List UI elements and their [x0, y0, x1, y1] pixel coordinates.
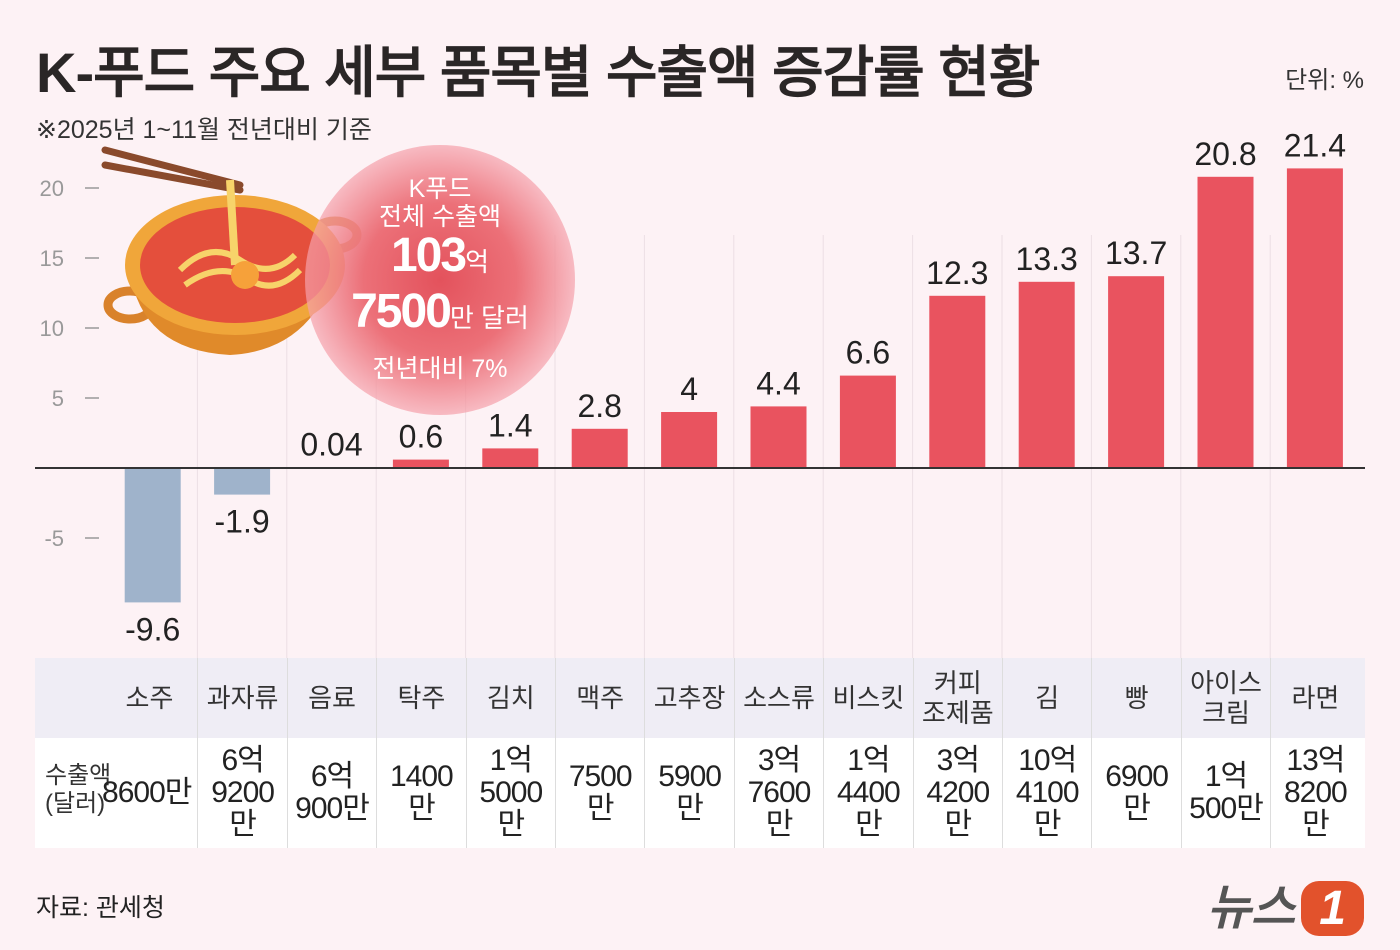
category-header: 김 — [1002, 658, 1091, 738]
export-value-cell: 3억 7600만 — [733, 738, 823, 848]
source-note: 자료: 관세청 — [36, 894, 165, 922]
category-header: 커피 조제품 — [912, 658, 1002, 738]
chart-subtitle: ※2025년 1~11월 전년대비 기준 — [36, 116, 372, 144]
y-tick-label: 20 — [40, 176, 64, 201]
export-value-cell: 6억 9200만 — [197, 738, 286, 848]
chart-title: K-푸드 주요 세부 품목별 수출액 증감률 현황 — [36, 41, 1040, 104]
bar-value-label: 2.8 — [577, 388, 621, 424]
bar — [571, 428, 628, 468]
bar-value-label: 13.3 — [1016, 241, 1078, 277]
callout-amount1-unit: 억 — [465, 247, 489, 277]
callout-line2: 전체 수출액 — [379, 203, 501, 231]
export-row-label: 수출액 (달러) — [45, 762, 112, 817]
callout-amount2-unit: 만 달러 — [449, 303, 529, 333]
y-tick-label: -5 — [44, 526, 64, 551]
bar — [214, 468, 271, 495]
callout-line1: K푸드 — [408, 175, 472, 203]
category-header: 아이스 크림 — [1180, 658, 1270, 738]
export-value-cell: 6900만 — [1091, 738, 1180, 848]
export-value-cell: 1억 5000만 — [465, 738, 555, 848]
bar-value-label: 0.6 — [399, 419, 443, 455]
bar — [1018, 281, 1075, 468]
news1-logo: 뉴스 1 — [1207, 868, 1364, 938]
bar-chart: 20 15 10 5 -5 -9.6 -1.9 0.04 0.6 1.4 2.8 4 4.4 6.6 12… — [35, 127, 1365, 660]
export-value-cell: 10억 4100만 — [1002, 738, 1091, 848]
bar — [124, 468, 181, 603]
callout-change: 전년대비 7% — [372, 355, 508, 383]
bar — [392, 459, 449, 468]
category-header-row — [35, 658, 1365, 738]
export-value-cell: 13억 8200만 — [1270, 738, 1359, 848]
export-value-cell: 3억 4200만 — [912, 738, 1002, 848]
category-header: 음료 — [286, 658, 376, 738]
category-header: 빵 — [1091, 658, 1180, 738]
unit-label: 단위: % — [1285, 67, 1364, 94]
bar — [839, 375, 896, 468]
bar-value-label: 4 — [680, 371, 698, 407]
bar-value-label: 20.8 — [1194, 136, 1256, 172]
export-value-row — [35, 738, 1365, 848]
category-header: 맥주 — [555, 658, 644, 738]
bar-value-label: -9.6 — [125, 611, 180, 647]
category-header: 소주 — [125, 683, 174, 713]
bar — [1286, 168, 1343, 468]
bar-value-label: 21.4 — [1284, 127, 1346, 163]
bar — [929, 295, 986, 468]
bar-value-label: 1.4 — [488, 407, 532, 443]
bar-value-label: 4.4 — [756, 365, 800, 401]
bar — [482, 448, 539, 468]
export-value-cell: 1400만 — [376, 738, 465, 848]
callout-amount2: 7500 — [351, 285, 452, 338]
category-header: 탁주 — [376, 658, 465, 738]
bar-value-label: -1.9 — [215, 504, 270, 540]
bar — [750, 406, 807, 468]
bar-value-label: 6.6 — [846, 335, 890, 371]
ramen-pot-illustration — [101, 146, 362, 355]
y-tick-label: 10 — [40, 316, 64, 341]
export-value-cell: 6억 900만 — [286, 738, 376, 848]
category-header: 라면 — [1270, 658, 1359, 738]
y-tick-label: 15 — [40, 246, 64, 271]
export-value-cell: 1억 500만 — [1180, 738, 1270, 848]
bar — [1108, 276, 1165, 468]
total-export-callout: K푸드 전체 수출액 103억 7500만 달러 전년대비 7% — [305, 145, 575, 415]
y-tick-label: 5 — [52, 386, 64, 411]
category-header: 고추장 — [644, 658, 733, 738]
category-header: 김치 — [465, 658, 555, 738]
bar — [1197, 176, 1254, 469]
bar-value-label: 12.3 — [926, 255, 988, 291]
export-value-cell: 7500만 — [555, 738, 644, 848]
category-header: 비스킷 — [823, 658, 912, 738]
bar-value-label: 0.04 — [300, 426, 362, 462]
export-value-cell: 8600만 — [102, 776, 192, 809]
bar-value-label: 13.7 — [1105, 235, 1167, 271]
export-value-cell: 5900만 — [644, 738, 733, 848]
callout-amount1: 103 — [390, 229, 467, 282]
bar — [661, 412, 718, 468]
category-header: 소스류 — [733, 658, 823, 738]
category-header: 과자류 — [197, 658, 286, 738]
export-value-cell: 1억 4400만 — [823, 738, 912, 848]
